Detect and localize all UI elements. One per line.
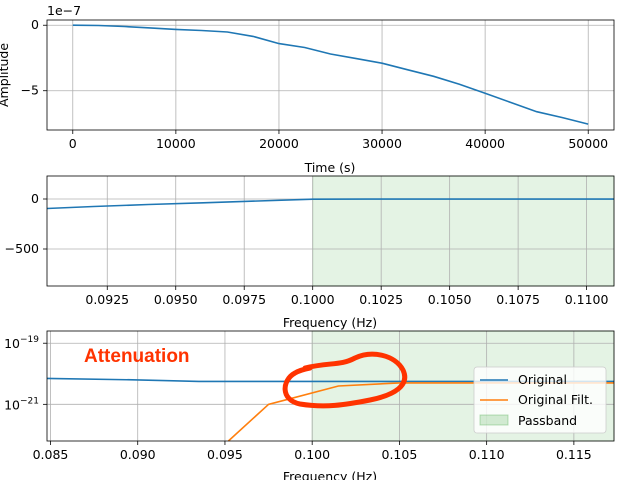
time-plot-ticks: 0 10000 20000 30000 40000 50000 0 −5 [21, 17, 609, 151]
frequency-plot-xtick-label: 0.0950 [154, 292, 198, 307]
frequency-plot-xtick-label: 0.1025 [359, 292, 403, 307]
frequency-plot-passband [312, 175, 615, 287]
frequency-plot-frame [46, 175, 615, 287]
legend-swatch-passband [479, 414, 509, 426]
time-plot-xtick-label: 0 [69, 136, 77, 151]
time-plot-ylabel: Amplitude [0, 43, 11, 107]
log-plot-ytick-label: 10−21 [4, 396, 39, 412]
frequency-series-line [46, 198, 614, 210]
log-plot-xtick-label: 0.090 [120, 447, 156, 462]
attenuation-highlight-loop [282, 351, 408, 409]
legend-label-filtered: Original Filt. [518, 392, 593, 407]
log-plot-xtick-label: 0.095 [207, 447, 243, 462]
time-plot-xtick-label: 20000 [259, 136, 299, 151]
frequency-plot-xtick-label: 0.0925 [85, 292, 129, 307]
log-plot-ytick-label: 10−19 [4, 335, 39, 351]
frequency-plot-xtick-label: 0.1100 [565, 292, 609, 307]
passband-region [312, 175, 615, 287]
frequency-plot-xtick-label: 0.1000 [291, 292, 335, 307]
log-plot-xtick-label: 0.115 [556, 447, 592, 462]
time-plot-xtick-label: 10000 [156, 136, 196, 151]
time-series-line [72, 24, 589, 125]
frequency-plot-ytick-label: −500 [5, 241, 39, 256]
time-plot-grid [47, 20, 614, 130]
time-plot-offset-text: 1e−7 [47, 3, 81, 18]
frequency-plot-xtick-label: 0.1050 [428, 292, 472, 307]
log-plot-xtick-label: 0.110 [469, 447, 505, 462]
frequency-plot-xtick-label: 0.0975 [222, 292, 266, 307]
time-plot-frame [46, 19, 615, 131]
log-frequency-plot-frame [46, 330, 615, 442]
time-plot-series [72, 24, 589, 125]
frequency-plot-xtick-label: 0.1075 [496, 292, 540, 307]
time-plot-xtick-label: 40000 [465, 136, 505, 151]
frequency-plot-xlabel: Frequency (Hz) [283, 315, 377, 330]
time-plot-ytick-label: 0 [31, 17, 39, 32]
legend-box [473, 366, 607, 434]
time-plot-xtick-label: 50000 [568, 136, 608, 151]
frequency-plot-ytick-label: 0 [31, 191, 39, 206]
legend: Original Original Filt. Passband [473, 366, 607, 434]
log-frequency-plot: 0.085 0.090 0.095 0.100 0.105 0.110 0.115 10−19… [4, 330, 615, 480]
time-plot-ytick-label: −5 [21, 83, 39, 98]
log-frequency-plot-ticks: 0.085 0.090 0.095 0.100 0.105 0.110 0.115 10−19… [4, 335, 592, 462]
time-plot-xlabel: Time (s) [304, 160, 356, 175]
time-plot-xtick-label: 30000 [362, 136, 402, 151]
time-plot: 0 10000 20000 30000 40000 50000 0 −5 1e−7 Time … [0, 3, 615, 175]
frequency-plot-ticks: 0.0925 0.0950 0.0975 0.1000 0.1025 0.1050 0.10… [5, 191, 609, 307]
legend-label-original: Original [518, 372, 567, 387]
attenuation-annotation: Attenuation [84, 346, 190, 367]
frequency-plot-series [46, 198, 614, 210]
log-plot-xtick-label: 0.105 [382, 447, 418, 462]
log-plot-xtick-label: 0.100 [294, 447, 330, 462]
frequency-plot: 0.0925 0.0950 0.0975 0.1000 0.1025 0.1050 0.10… [5, 175, 615, 330]
log-frequency-plot-xlabel: Frequency (Hz) [283, 469, 377, 480]
legend-label-passband: Passband [518, 413, 577, 428]
log-plot-xtick-label: 0.085 [33, 447, 69, 462]
